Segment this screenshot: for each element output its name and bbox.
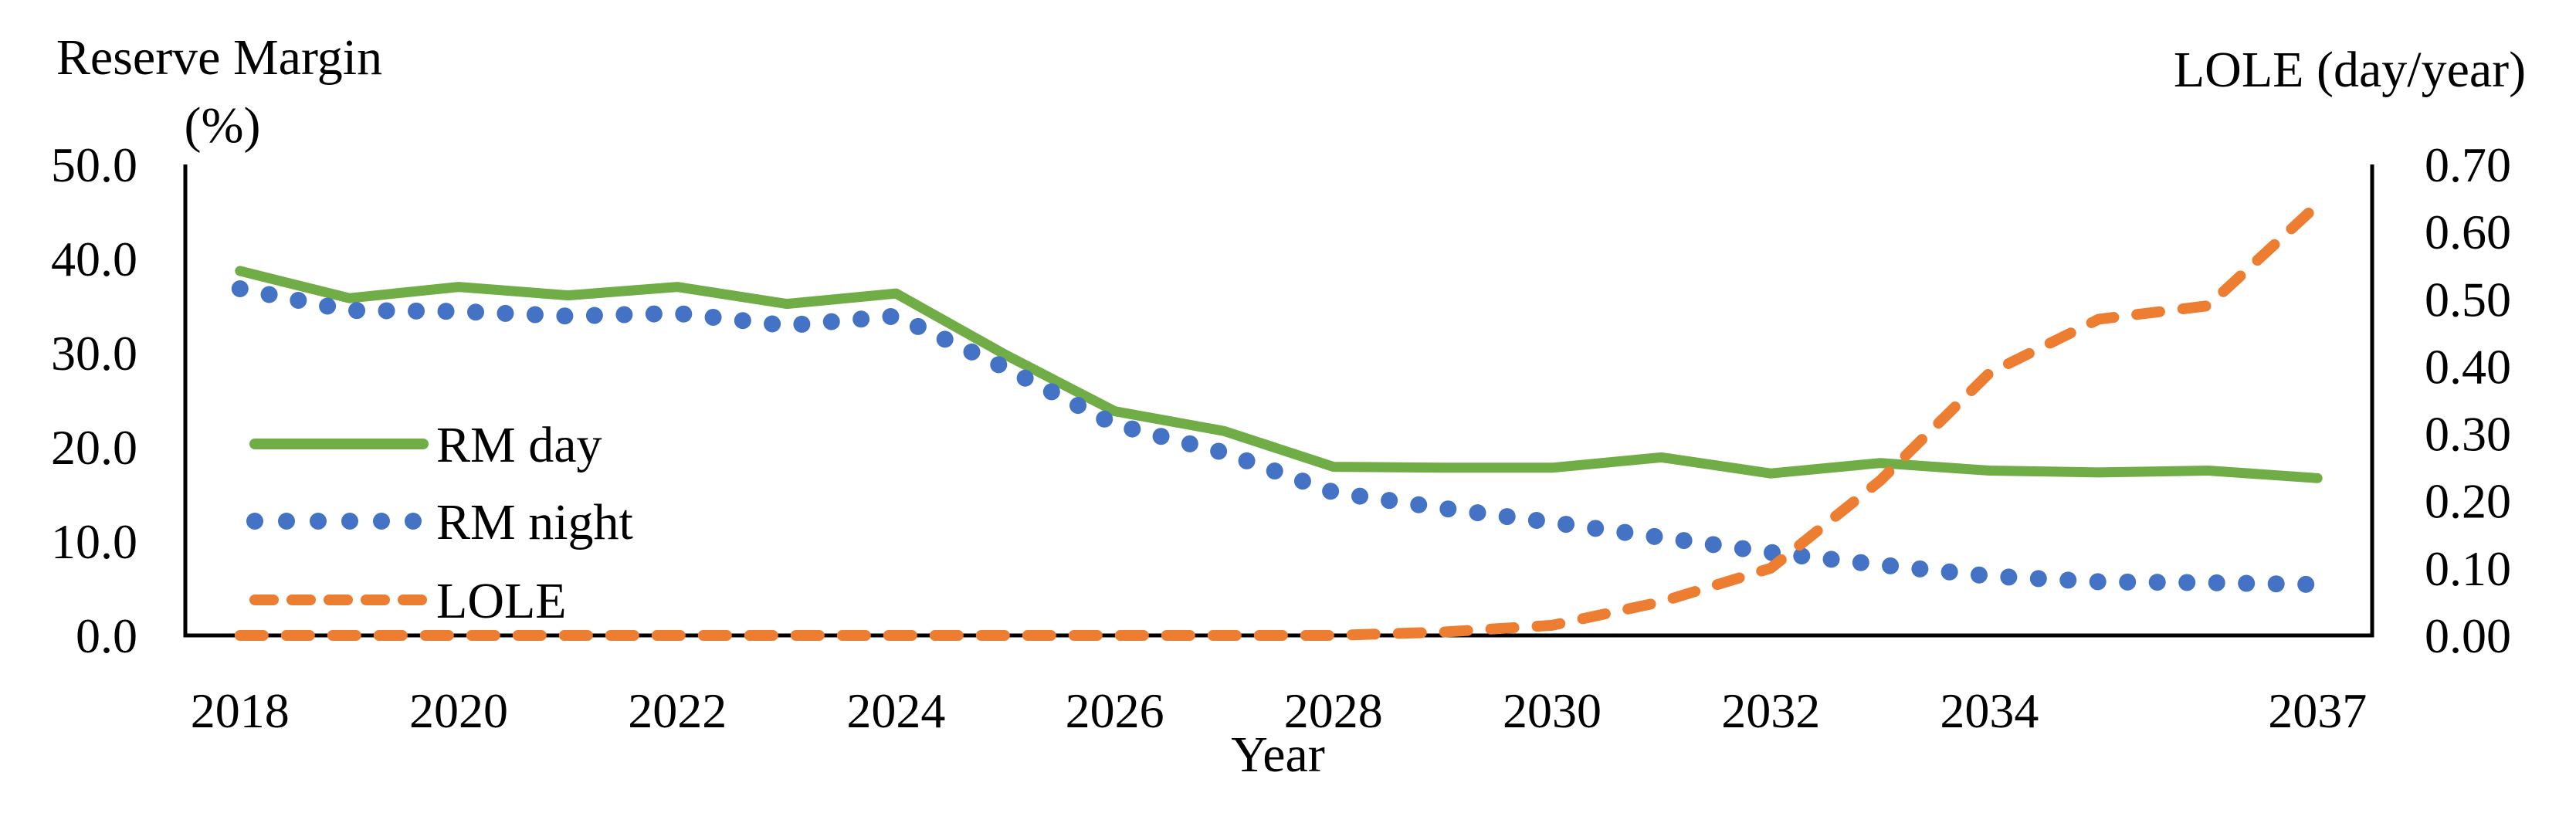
x-axis-tick-label: 2037 bbox=[2268, 683, 2367, 738]
right-axis-tick-label: 0.10 bbox=[2425, 541, 2511, 596]
x-axis-tick-label: 2018 bbox=[191, 683, 290, 738]
series-line-rm-night bbox=[231, 280, 2327, 594]
left-axis-tick-label: 40.0 bbox=[51, 232, 137, 286]
right-axis-tick-label: 0.20 bbox=[2425, 474, 2511, 529]
right-axis-tick-label: 0.40 bbox=[2425, 339, 2511, 394]
left-axis-tick-label: 0.0 bbox=[76, 608, 137, 663]
series-line-lole bbox=[234, 199, 2323, 641]
right-axis-title: LOLE (day/year) bbox=[2173, 42, 2527, 98]
x-axis-title: Year bbox=[1231, 727, 1325, 783]
legend-label-rm-day: RM day bbox=[436, 417, 602, 473]
x-axis-tick-label: 2022 bbox=[628, 683, 727, 738]
left-axis-title-unit: (%) bbox=[184, 97, 261, 154]
right-axis-tick-label: 0.30 bbox=[2425, 407, 2511, 462]
left-axis-title-line1: Reserve Margin bbox=[56, 29, 383, 86]
x-axis-tick-label: 2020 bbox=[409, 683, 508, 738]
legend-label-lole: LOLE bbox=[436, 573, 567, 629]
right-axis-tick-label: 0.50 bbox=[2425, 272, 2511, 327]
x-axis-tick-label: 2034 bbox=[1940, 683, 2039, 738]
x-axis-tick-label: 2026 bbox=[1066, 683, 1164, 738]
right-axis-tick-label: 0.00 bbox=[2425, 608, 2511, 663]
x-axis-tick-label: 2028 bbox=[1284, 683, 1383, 738]
legend-label-rm-night: RM night bbox=[436, 494, 633, 550]
left-axis-tick-label: 20.0 bbox=[51, 420, 137, 475]
left-axis-tick-label: 30.0 bbox=[51, 326, 137, 381]
right-axis-tick-label: 0.60 bbox=[2425, 205, 2511, 259]
x-axis-tick-label: 2030 bbox=[1503, 683, 1602, 738]
left-axis-tick-label: 50.0 bbox=[51, 137, 137, 192]
axis-lines bbox=[183, 164, 2374, 638]
left-axis-tick-label: 10.0 bbox=[51, 514, 137, 569]
x-axis-tick-label: 2024 bbox=[846, 683, 945, 738]
right-axis-tick-label: 0.70 bbox=[2425, 137, 2511, 192]
series-line-rm-day bbox=[235, 266, 2323, 483]
x-axis-tick-label: 2032 bbox=[1721, 683, 1820, 738]
